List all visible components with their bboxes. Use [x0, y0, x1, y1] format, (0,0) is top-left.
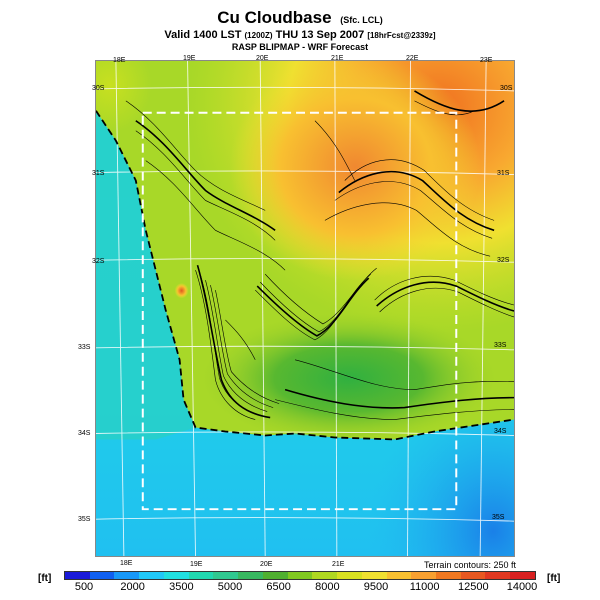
color-scale-label: 8000 [315, 581, 340, 593]
legend-unit-left: [ft] [38, 573, 52, 584]
lat-label-right-32S: 32S [497, 257, 510, 264]
lat-label-right-31S: 31S [497, 170, 510, 177]
lat-label-left-31S: 31S [92, 170, 105, 177]
color-scale-label: 11000 [409, 581, 440, 593]
lon-label-top-21E: 21E [331, 55, 344, 62]
legend-unit-right: [ft] [547, 573, 561, 584]
lon-label-top-19E: 19E [183, 55, 196, 62]
color-scale-segment [65, 572, 90, 579]
color-scale-label: 12500 [458, 581, 489, 593]
color-scale-segment [114, 572, 140, 579]
color-scale-label: 2000 [120, 581, 145, 593]
lon-label-top-18E: 18E [113, 57, 126, 64]
color-scale-label: 3500 [169, 581, 194, 593]
lat-label-left-34S: 34S [78, 430, 91, 437]
forecast-map-svg [96, 61, 514, 556]
lon-label-bottom-20E: 20E [260, 561, 273, 568]
color-scale-label: 9500 [363, 581, 389, 593]
lat-label-right-35S: 35S [492, 514, 505, 521]
color-scale-label: 6500 [266, 581, 291, 593]
color-scale-label: 14000 [506, 581, 538, 593]
color-scale-label: 5000 [217, 581, 243, 593]
lat-label-right-30S: 30S [500, 85, 513, 92]
color-scale-segment [213, 572, 239, 579]
lon-label-bottom-21E: 21E [332, 561, 345, 568]
lon-label-bottom-19E: 19E [190, 561, 203, 568]
lon-label-top-20E: 20E [256, 55, 269, 62]
color-scale-segment [238, 572, 263, 579]
land-green-zone [183, 290, 514, 438]
lat-label-left-30S: 30S [92, 85, 105, 92]
forecast-info: [18hrFcst@2339z] [367, 31, 436, 40]
color-scale-segment [436, 572, 461, 579]
lat-label-left-32S: 32S [92, 258, 105, 265]
color-scale-label: 500 [74, 581, 94, 593]
terrain-contour-note: Terrain contours: 250 ft [423, 560, 516, 570]
valid-time-text: Valid 1400 LST [164, 29, 242, 41]
color-scale-segment [188, 572, 214, 579]
valid-time-line: Valid 1400 LST (1200Z) THU 13 Sep 2007 [… [0, 28, 600, 43]
model-line: RASP BLIPMAP - WRF Forecast [231, 42, 369, 52]
color-scale-segment [312, 572, 338, 579]
map-title-sub: (Sfc. LCL) [340, 15, 383, 25]
color-scale-segment [411, 572, 437, 579]
color-scale-segment [460, 572, 486, 579]
color-scale-segment [485, 572, 511, 579]
lat-label-left-33S: 33S [78, 344, 91, 351]
forecast-map [95, 60, 515, 557]
valid-time-zulu: (1200Z) [244, 31, 273, 40]
color-scale-segment [163, 572, 189, 579]
color-scale-segment [510, 572, 535, 579]
color-scale-segment [139, 572, 164, 579]
terrain-contours-major [135, 90, 514, 419]
color-scale-labels: 500 2000 3500 5000 6500 8000 9500 11000 12500 140… [64, 581, 538, 597]
map-title-text: Cu Cloudbase [217, 8, 332, 27]
lon-label-bottom-18E: 18E [120, 560, 133, 567]
lon-label-top-22E: 22E [406, 55, 419, 62]
color-scale-segment [262, 572, 288, 579]
valid-date-text: THU 13 Sep 2007 [275, 29, 365, 41]
color-scale-segment [386, 572, 412, 579]
color-scale-bar [64, 571, 536, 580]
lat-label-right-33S: 33S [494, 342, 507, 349]
color-scale-segment [361, 572, 387, 579]
lat-label-right-34S: 34S [494, 428, 507, 435]
color-scale-segment [287, 572, 313, 579]
color-scale-segment [337, 572, 362, 579]
lat-label-left-35S: 35S [78, 516, 91, 523]
lon-label-top-23E: 23E [480, 57, 493, 64]
color-scale-segment [89, 572, 115, 579]
map-title: Cu Cloudbase (Sfc. LCL) [0, 8, 600, 30]
